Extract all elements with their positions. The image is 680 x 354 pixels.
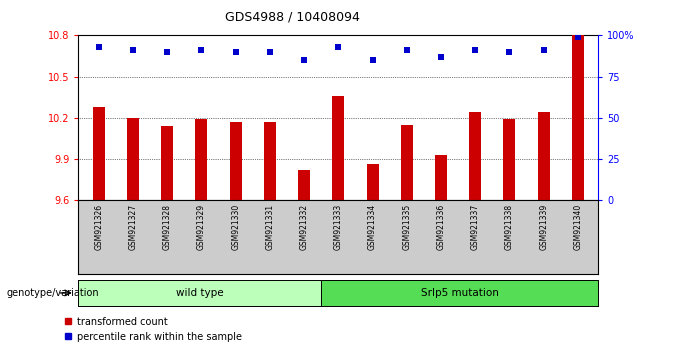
Text: GSM921339: GSM921339 — [539, 204, 548, 250]
Text: GSM921335: GSM921335 — [403, 204, 411, 250]
Bar — [367, 164, 379, 200]
Bar — [503, 119, 515, 200]
Bar — [92, 107, 105, 200]
Point — [128, 47, 139, 53]
Bar — [538, 112, 549, 200]
Text: genotype/variation: genotype/variation — [7, 288, 99, 298]
Point — [196, 47, 207, 53]
Point — [401, 47, 412, 53]
Point — [538, 47, 549, 53]
Text: GSM921326: GSM921326 — [95, 204, 103, 250]
Text: GSM921328: GSM921328 — [163, 204, 171, 250]
Point — [299, 57, 309, 63]
Text: GSM921340: GSM921340 — [573, 204, 582, 250]
Point — [333, 44, 343, 50]
Point — [93, 44, 104, 50]
Point — [573, 34, 583, 40]
Bar — [435, 155, 447, 200]
Point — [367, 57, 378, 63]
Text: GDS4988 / 10408094: GDS4988 / 10408094 — [225, 11, 360, 24]
Text: GSM921331: GSM921331 — [265, 204, 274, 250]
Text: GSM921338: GSM921338 — [505, 204, 514, 250]
Bar — [161, 126, 173, 200]
Point — [162, 49, 173, 55]
Bar — [298, 170, 310, 200]
Text: GSM921330: GSM921330 — [231, 204, 240, 250]
Bar — [264, 122, 276, 200]
Text: GSM921333: GSM921333 — [334, 204, 343, 250]
Legend: transformed count, percentile rank within the sample: transformed count, percentile rank withi… — [59, 313, 245, 346]
Point — [231, 49, 241, 55]
Bar — [401, 125, 413, 200]
Bar — [195, 119, 207, 200]
Bar — [127, 118, 139, 200]
Point — [435, 54, 446, 59]
Point — [504, 49, 515, 55]
Point — [470, 47, 481, 53]
Text: GSM921336: GSM921336 — [437, 204, 445, 250]
Text: GSM921337: GSM921337 — [471, 204, 479, 250]
Bar — [333, 96, 344, 200]
Text: Srlp5 mutation: Srlp5 mutation — [421, 288, 498, 298]
Text: GSM921327: GSM921327 — [129, 204, 137, 250]
Text: wild type: wild type — [175, 288, 224, 298]
Bar — [572, 35, 584, 200]
Text: GSM921329: GSM921329 — [197, 204, 206, 250]
Bar — [469, 112, 481, 200]
Text: GSM921334: GSM921334 — [368, 204, 377, 250]
Point — [265, 49, 275, 55]
Bar — [230, 122, 241, 200]
Text: GSM921332: GSM921332 — [300, 204, 309, 250]
